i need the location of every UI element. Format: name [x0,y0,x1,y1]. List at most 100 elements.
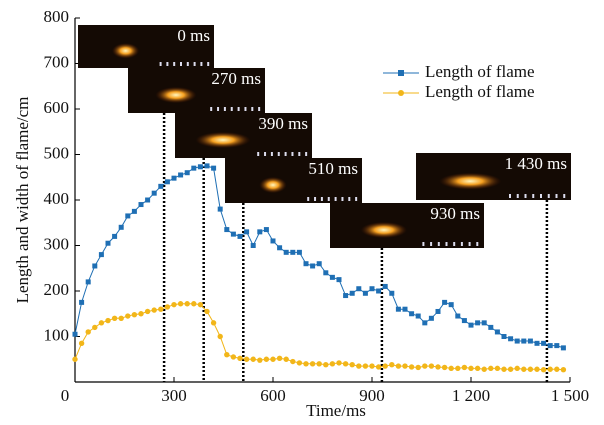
x-tick-label: 1 500 [551,386,589,405]
y-axis-label: Length and width of flame/cm [13,97,32,304]
inset-dot [186,62,189,66]
inset-dot [217,107,220,111]
inset-dot [422,242,425,246]
point [554,343,560,349]
point [382,283,388,289]
inset-dot [207,62,210,66]
inset-dot [460,242,463,246]
point [138,311,144,317]
point [448,365,454,372]
inset-dot [334,197,337,201]
point [402,306,408,312]
x-tick-label: 300 [161,386,187,405]
inset-dot [524,194,527,198]
point [125,213,131,219]
inset-dot [341,197,344,201]
point [72,331,78,337]
inset-dot [251,107,254,111]
inset-image [330,203,484,248]
inset-dot [173,62,176,66]
point [224,352,230,358]
inset-dot [257,152,260,156]
point [145,197,151,203]
point [375,364,382,370]
point [547,343,553,349]
inset: 1 430 ms [416,153,571,200]
annotation: 930 ms [430,204,480,223]
point [323,270,329,276]
point [428,315,434,321]
point [554,366,560,372]
inset-image [128,68,265,113]
inset-dot [223,107,226,111]
y-tick-label: 400 [44,189,70,208]
point [296,360,303,366]
point [541,340,547,346]
inset: 270 ms [128,68,265,113]
y-tick-label: 300 [44,234,70,253]
point [336,277,342,283]
point [270,238,276,244]
point [118,224,124,230]
flame [195,131,251,149]
point [389,362,395,368]
point [98,320,105,326]
point [164,304,171,310]
inset-dot [180,62,182,66]
point [468,365,474,372]
point [435,364,441,370]
point [501,334,507,339]
point [178,172,184,178]
flame [259,176,287,194]
point [316,261,322,267]
point [257,229,263,235]
point [488,324,494,330]
point [230,231,236,237]
point [428,363,435,369]
point [507,366,514,372]
inset-dot [307,197,310,201]
point [448,302,454,308]
point [85,329,91,335]
inset-dot [210,107,213,111]
y-tick-label: 100 [44,325,70,344]
point [481,320,487,326]
point [395,363,402,369]
inset-dot [258,107,261,111]
point [534,366,540,372]
point [514,365,520,372]
point [177,301,184,307]
inset-dot [314,197,317,201]
point [197,164,203,170]
inset-dot [193,62,196,66]
point [151,190,157,196]
point [356,363,362,369]
point [164,179,170,185]
point [283,356,289,362]
point [382,363,388,369]
legend-label: Length of flame [425,62,535,81]
point [474,365,481,372]
point [527,338,533,344]
point [296,249,302,255]
point [72,356,78,362]
inset-dot [237,107,240,111]
inset-dot [547,194,550,198]
point [349,290,355,296]
point [158,306,164,312]
inset-dot [468,242,471,246]
point [303,261,309,267]
inset-image [78,25,214,68]
flame [360,221,407,239]
point [494,329,500,335]
point [475,320,481,326]
inset: 390 ms [175,113,312,158]
point [224,227,230,233]
point [171,175,177,181]
inset-dot [430,242,433,246]
point [501,366,507,372]
point [508,336,514,342]
inset-dot [327,197,330,201]
point [125,313,131,319]
point [376,288,382,294]
